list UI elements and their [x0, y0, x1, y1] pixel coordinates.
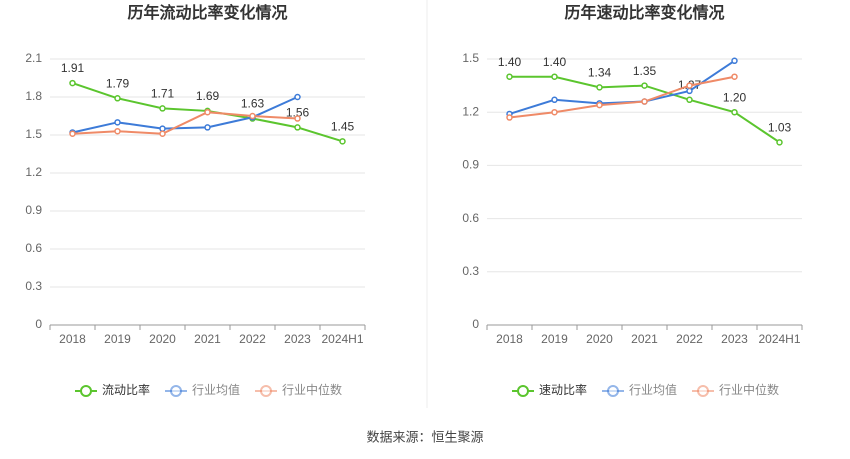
- point: [294, 93, 301, 101]
- point: [596, 84, 603, 91]
- chart-title: 历年速动比率变化情况: [564, 3, 724, 22]
- y-tick-label: 2.1: [25, 51, 42, 65]
- data-label: 1.03: [768, 121, 792, 135]
- y-tick-label: 0.9: [25, 203, 42, 217]
- x-tick-label: 2022: [239, 332, 266, 346]
- point: [114, 127, 121, 135]
- x-tick-label: 2024H1: [321, 332, 363, 346]
- data-label: 1.20: [723, 90, 747, 104]
- point: [731, 73, 738, 80]
- legend-marker: [170, 385, 182, 397]
- y-tick-label: 1.2: [25, 165, 42, 179]
- series-line: [509, 75, 735, 119]
- data-label: 1.56: [286, 106, 310, 120]
- data-label: 1.40: [543, 55, 567, 69]
- point: [69, 79, 76, 87]
- data-label: 1.40: [498, 55, 522, 69]
- point: [551, 108, 558, 116]
- point: [686, 96, 693, 104]
- legend-label: 流动比率: [102, 382, 150, 397]
- x-tick-label: 2024H1: [758, 332, 800, 346]
- data-label: 1.45: [331, 120, 355, 134]
- legend-marker: [80, 385, 92, 397]
- x-tick-label: 2020: [586, 332, 613, 346]
- x-tick-label: 2023: [284, 332, 311, 346]
- source: 数据来源：恒生聚源: [366, 429, 483, 444]
- point: [641, 98, 648, 105]
- x-tick-label: 2023: [721, 332, 748, 346]
- point: [731, 108, 738, 116]
- point: [204, 108, 211, 116]
- point: [686, 82, 693, 89]
- chart-title: 历年流动比率变化情况: [127, 3, 287, 22]
- legend-marker: [517, 385, 529, 397]
- point: [249, 112, 256, 120]
- legend-marker: [260, 385, 272, 397]
- legend-label: 速动比率: [539, 382, 587, 397]
- x-tick-label: 2018: [496, 332, 523, 346]
- data-label: 1.91: [61, 61, 85, 75]
- point: [776, 139, 783, 146]
- point: [294, 124, 301, 131]
- data-label: 1.34: [588, 66, 612, 80]
- point: [159, 105, 166, 112]
- y-tick-label: 0: [35, 317, 42, 331]
- series-line: [72, 96, 298, 134]
- point: [294, 115, 301, 122]
- legend-label: 行业中位数: [282, 382, 342, 397]
- point: [506, 114, 513, 121]
- y-tick-label: 0.6: [462, 211, 479, 225]
- point: [551, 73, 558, 80]
- data-label: 1.69: [196, 89, 220, 103]
- legend-label: 行业中位数: [719, 382, 779, 397]
- point: [641, 82, 648, 89]
- point: [731, 57, 738, 65]
- legend-label: 行业均值: [192, 382, 240, 397]
- x-tick-label: 2021: [194, 332, 221, 346]
- legend-marker: [607, 385, 619, 397]
- y-tick-label: 1.2: [462, 104, 479, 118]
- point: [686, 87, 693, 95]
- y-tick-label: 1.8: [25, 89, 42, 103]
- legend-label: 行业均值: [629, 382, 677, 397]
- point: [551, 96, 558, 104]
- y-tick-label: 0.3: [25, 279, 42, 293]
- y-tick-label: 0.9: [462, 158, 479, 172]
- y-tick-label: 0: [472, 317, 479, 331]
- data-label: 1.71: [151, 87, 175, 101]
- y-tick-label: 1.5: [25, 127, 42, 141]
- data-label: 1.79: [106, 76, 130, 90]
- point: [114, 119, 121, 126]
- x-tick-label: 2018: [59, 332, 86, 346]
- data-label: 1.63: [241, 97, 265, 111]
- y-tick-label: 0.3: [462, 264, 479, 278]
- y-tick-label: 0.6: [25, 241, 42, 255]
- x-tick-label: 2021: [631, 332, 658, 346]
- legend-marker: [697, 385, 709, 397]
- x-tick-label: 2020: [149, 332, 176, 346]
- point: [159, 130, 166, 137]
- point: [114, 95, 121, 102]
- point: [596, 101, 603, 109]
- point: [204, 124, 211, 131]
- series-line: [72, 111, 298, 135]
- y-tick-label: 1.5: [462, 51, 479, 65]
- point: [339, 138, 346, 145]
- point: [69, 130, 76, 137]
- point: [506, 73, 513, 80]
- data-label: 1.35: [633, 64, 657, 78]
- x-tick-label: 2019: [541, 332, 568, 346]
- x-tick-label: 2019: [104, 332, 131, 346]
- x-tick-label: 2022: [676, 332, 703, 346]
- point: [159, 125, 166, 132]
